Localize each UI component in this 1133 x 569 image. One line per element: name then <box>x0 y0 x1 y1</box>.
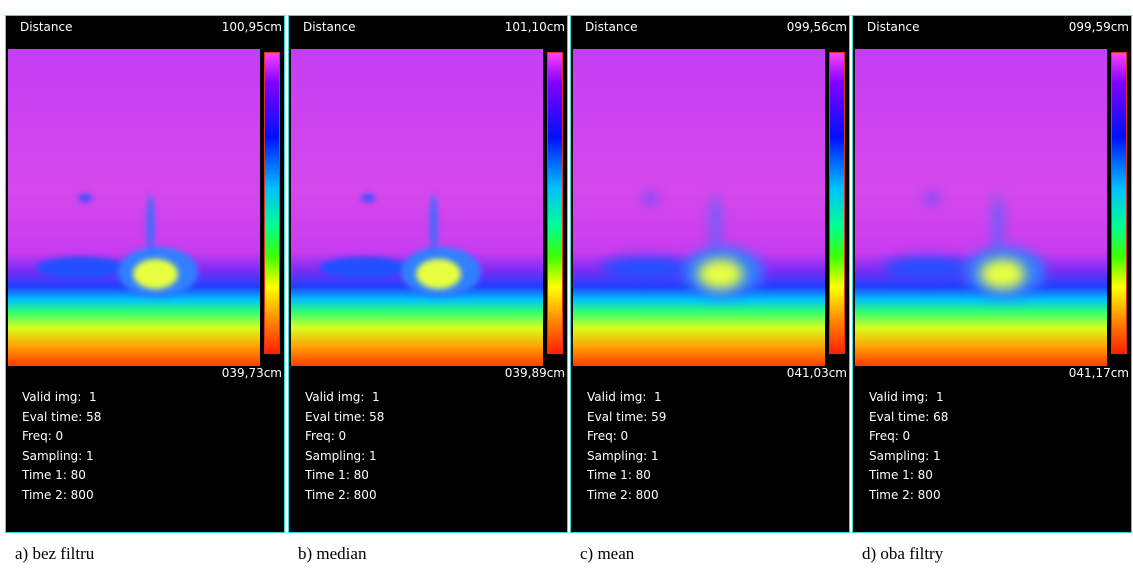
stat-line: Time 2: 800 <box>869 488 941 502</box>
depth-object <box>883 257 973 279</box>
stat-line: Eval time: 58 <box>22 410 101 424</box>
stat-line: Freq: 0 <box>22 429 63 443</box>
depth-object <box>698 259 743 289</box>
depth-object <box>416 259 461 289</box>
max-distance: 099,56cm <box>787 20 847 34</box>
color-scale <box>264 52 280 354</box>
stat-line: Eval time: 58 <box>305 410 384 424</box>
stat-line: Sampling: 1 <box>587 449 659 463</box>
stat-line: Freq: 0 <box>869 429 910 443</box>
stat-line: Freq: 0 <box>305 429 346 443</box>
depth-object <box>36 257 126 279</box>
stat-line: Time 2: 800 <box>22 488 94 502</box>
stat-line: Valid img: 1 <box>305 390 380 404</box>
depth-image <box>855 49 1107 366</box>
stat-line: Freq: 0 <box>587 429 628 443</box>
panel-title: Distance <box>303 20 355 34</box>
color-scale <box>829 52 845 354</box>
viewer-panel: Distance 099,56cm 041,03cm Valid img: 1 Eval… <box>570 15 850 533</box>
stat-line: Time 1: 80 <box>305 468 369 482</box>
max-distance: 099,59cm <box>1069 20 1129 34</box>
caption: a) bez filtru <box>15 544 94 564</box>
depth-object <box>925 194 939 202</box>
depth-object <box>361 194 375 202</box>
stat-line: Valid img: 1 <box>869 390 944 404</box>
stat-line: Eval time: 59 <box>587 410 666 424</box>
depth-object <box>78 194 92 202</box>
depth-image <box>8 49 260 366</box>
color-scale <box>1111 52 1127 354</box>
max-distance: 100,95cm <box>222 20 282 34</box>
depth-object <box>319 257 409 279</box>
depth-object <box>994 194 1001 254</box>
stat-line: Time 2: 800 <box>305 488 377 502</box>
stat-line: Sampling: 1 <box>869 449 941 463</box>
stat-line: Sampling: 1 <box>22 449 94 463</box>
depth-image <box>291 49 543 366</box>
caption: c) mean <box>580 544 634 564</box>
min-distance: 039,89cm <box>505 366 565 380</box>
depth-object <box>980 259 1025 289</box>
stat-line: Valid img: 1 <box>22 390 97 404</box>
max-distance: 101,10cm <box>505 20 565 34</box>
stat-line: Time 1: 80 <box>587 468 651 482</box>
depth-image <box>573 49 825 366</box>
caption: b) median <box>298 544 366 564</box>
panel-title: Distance <box>867 20 919 34</box>
min-distance: 041,17cm <box>1069 366 1129 380</box>
stat-line: Time 2: 800 <box>587 488 659 502</box>
color-scale <box>547 52 563 354</box>
panel-title: Distance <box>585 20 637 34</box>
depth-object <box>133 259 178 289</box>
min-distance: 039,73cm <box>222 366 282 380</box>
panel-title: Distance <box>20 20 72 34</box>
min-distance: 041,03cm <box>787 366 847 380</box>
depth-object <box>712 194 719 254</box>
stat-line: Time 1: 80 <box>869 468 933 482</box>
viewer-panel: Distance 099,59cm 041,17cm Valid img: 1 Eval… <box>852 15 1132 533</box>
viewer-panel: Distance 100,95cm 039,73cm Valid img: 1 Eval… <box>5 15 285 533</box>
depth-object <box>147 194 154 254</box>
viewer-panel: Distance 101,10cm 039,89cm Valid img: 1 Eval… <box>288 15 568 533</box>
stat-line: Time 1: 80 <box>22 468 86 482</box>
stat-line: Eval time: 68 <box>869 410 948 424</box>
depth-object <box>430 194 437 254</box>
page: (() => { const data = JSON.parse(documen… <box>0 0 1133 569</box>
caption: d) oba filtry <box>862 544 943 564</box>
stat-line: Valid img: 1 <box>587 390 662 404</box>
stat-line: Sampling: 1 <box>305 449 377 463</box>
depth-object <box>643 194 657 202</box>
depth-object <box>601 257 691 279</box>
